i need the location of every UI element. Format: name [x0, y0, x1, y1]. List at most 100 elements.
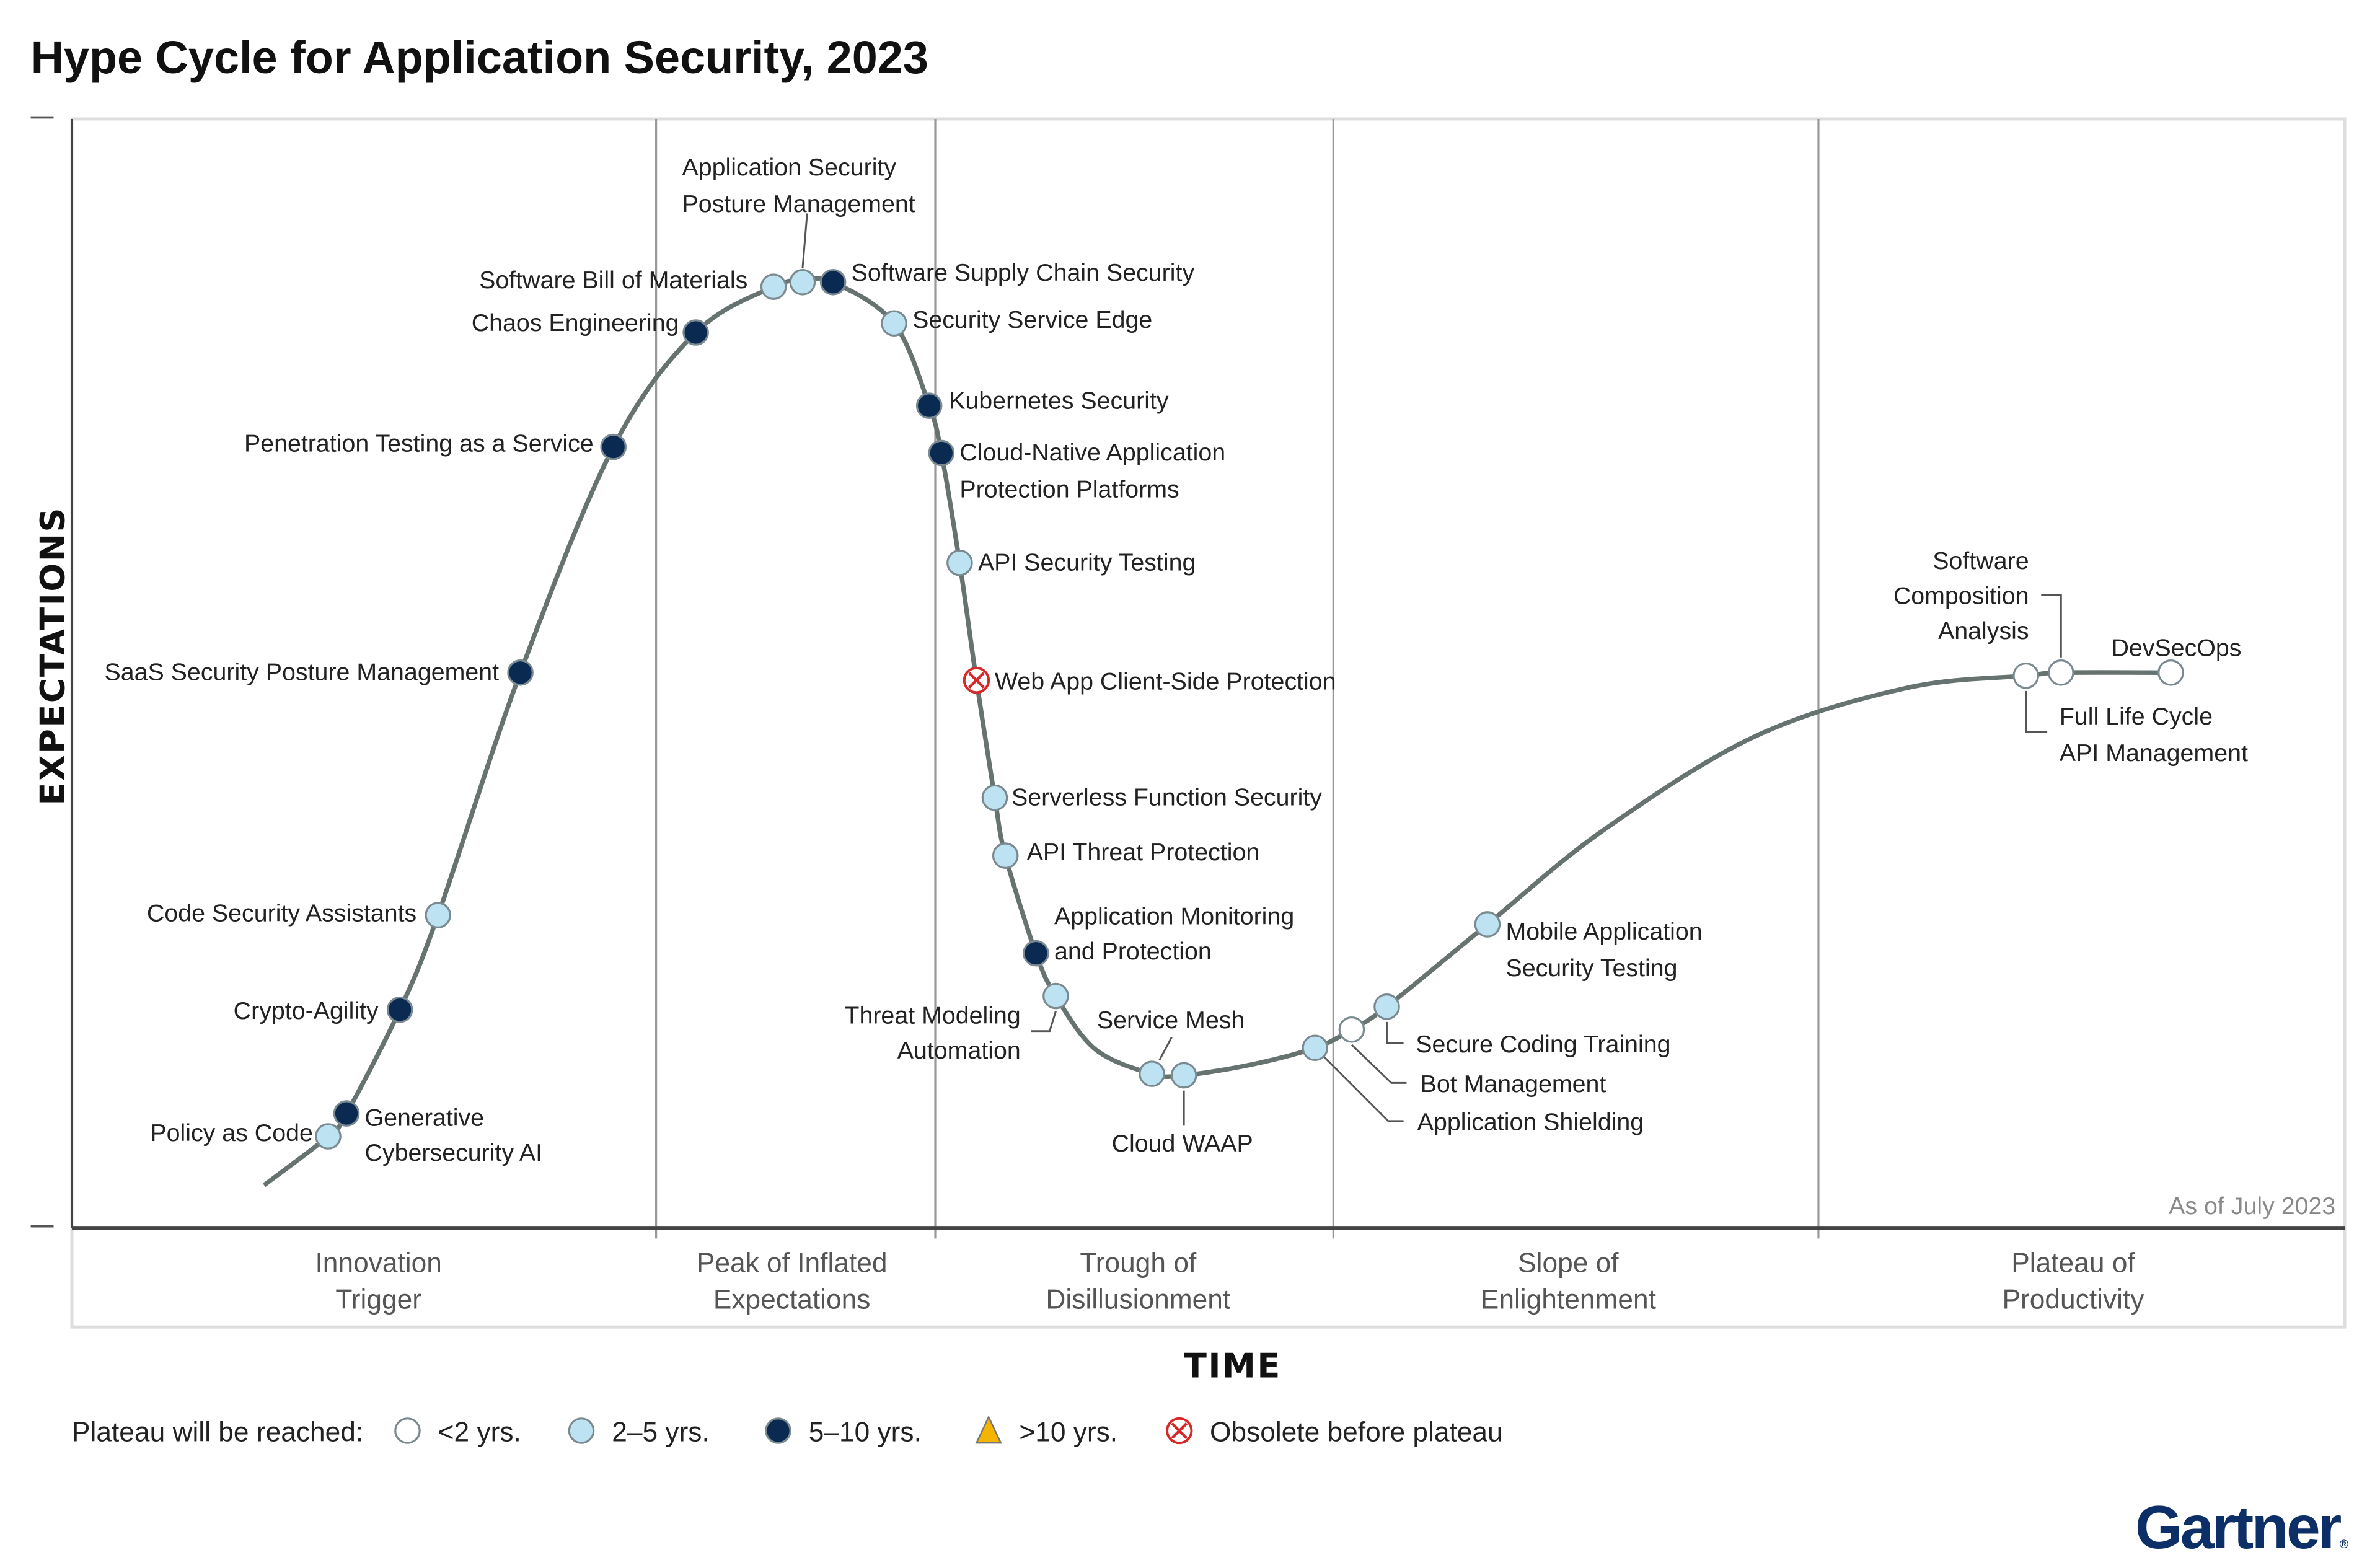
dark-circle-icon — [819, 269, 847, 296]
technology-point[interactable]: Web App Client-Side Protection — [963, 666, 1336, 695]
dark-circle-icon — [928, 439, 955, 467]
phase-label: Disillusionment — [1046, 1285, 1230, 1315]
light-circle-icon — [1042, 982, 1069, 1010]
leader-line — [1351, 1044, 1407, 1084]
chart-title: Hype Cycle for Application Security, 202… — [31, 32, 928, 83]
technology-label: Bot Management — [1421, 1070, 1606, 1098]
technology-label: Web App Client-Side Protection — [995, 667, 1336, 695]
leader-line — [2025, 690, 2048, 733]
technology-label: and Protection — [1054, 938, 1212, 965]
phase-label: Innovation — [315, 1248, 442, 1279]
technology-label: Software Supply Chain Security — [852, 259, 1195, 286]
technology-label: Policy as Code — [150, 1119, 313, 1147]
phase-label: Slope of — [1518, 1248, 1619, 1279]
technology-label: Software — [1933, 547, 2029, 575]
technology-point[interactable]: Service Mesh — [1097, 1006, 1245, 1087]
triangle-icon — [975, 1415, 1002, 1444]
legend-item-label: 2–5 yrs. — [612, 1417, 710, 1448]
technology-label: Full Life Cycle — [2060, 703, 2213, 730]
technology-label: Secure Coding Training — [1416, 1031, 1670, 1058]
technology-point[interactable]: Software Composition Analysis — [1893, 547, 2074, 686]
light-circle-icon — [1302, 1034, 1329, 1062]
technology-point[interactable]: Full Life Cycle API Management — [2012, 662, 2248, 767]
light-circle-icon — [1170, 1062, 1197, 1089]
light-circle-icon — [760, 273, 787, 300]
technology-label: Service Mesh — [1097, 1006, 1245, 1034]
leader-line — [1158, 1036, 1173, 1061]
technology-point[interactable]: Cloud-Native Application Protection Platf… — [928, 439, 1225, 503]
technology-point[interactable]: Policy as Code — [150, 1119, 342, 1150]
light-circle-icon — [992, 842, 1019, 869]
technology-point[interactable]: Serverless Function Security — [981, 783, 1322, 811]
technology-point[interactable]: Threat Modeling Automation — [844, 982, 1069, 1064]
legend-item: 2–5 yrs. — [568, 1417, 710, 1448]
legend-item-label: <2 yrs. — [438, 1417, 521, 1448]
technology-point[interactable]: API Security Testing — [946, 548, 1196, 576]
technology-point[interactable]: API Threat Protection — [992, 839, 1260, 869]
technology-point[interactable]: Cloud WAAP — [1112, 1062, 1253, 1157]
technology-label: API Threat Protection — [1027, 839, 1260, 866]
technology-point[interactable]: Bot Management — [1338, 1016, 1606, 1098]
dark-circle-icon — [600, 433, 627, 460]
technology-point[interactable]: Software Supply Chain Security — [819, 259, 1195, 296]
technology-label: Code Security Assistants — [147, 899, 416, 927]
legend-label: Plateau will be reached: — [72, 1417, 363, 1448]
technology-point[interactable]: Kubernetes Security — [915, 387, 1169, 419]
technology-label: Mobile Application — [1505, 918, 1702, 945]
phase-label: Expectations — [713, 1285, 871, 1315]
technology-label: API Security Testing — [978, 548, 1196, 576]
technology-point[interactable]: Application Shielding — [1302, 1034, 1644, 1136]
phase-label: Productivity — [2003, 1285, 2145, 1315]
legend-item: 5–10 yrs. — [765, 1417, 922, 1448]
technology-point[interactable]: Application Security Posture Management — [682, 154, 915, 296]
technology-point[interactable]: Application Monitoring and Protection — [1023, 902, 1294, 967]
empty-circle-icon — [2012, 662, 2039, 689]
technology-point[interactable]: Generative Cybersecurity AI — [333, 1100, 543, 1166]
technology-label: Cybersecurity AI — [365, 1139, 543, 1166]
dark-circle-icon — [682, 319, 709, 346]
technology-point[interactable]: Code Security Assistants — [147, 899, 451, 928]
legend-item: >10 yrs. — [975, 1415, 1117, 1448]
dark-circle-icon — [1023, 940, 1049, 967]
legend-item-label: >10 yrs. — [1019, 1417, 1117, 1448]
dark-circle-icon — [386, 996, 413, 1023]
empty-circle-icon — [2047, 659, 2074, 686]
technology-point[interactable]: Chaos Engineering — [472, 309, 709, 346]
technology-point[interactable]: Security Service Edge — [881, 306, 1152, 337]
technology-point[interactable]: Secure Coding Training — [1373, 993, 1671, 1059]
light-circle-icon — [946, 549, 973, 576]
obsolete-x-icon — [1171, 1422, 1188, 1439]
technology-label: Application Shielding — [1417, 1109, 1644, 1136]
obsolete-x-icon — [968, 672, 985, 689]
empty-circle-icon — [2157, 659, 2184, 686]
leader-line — [1314, 1047, 1404, 1122]
technology-point[interactable]: Mobile Application Security Testing — [1474, 911, 1703, 982]
as-of-date: As of July 2023 — [2169, 1192, 2335, 1220]
empty-circle-icon — [1338, 1016, 1365, 1043]
legend-item: Obsolete before plateau — [1166, 1417, 1503, 1448]
x-axis-label: TIME — [1184, 1346, 1282, 1385]
technology-point[interactable]: Software Bill of Materials — [479, 266, 787, 300]
technology-point[interactable]: DevSecOps — [2111, 634, 2241, 686]
light-circle-icon — [1139, 1060, 1165, 1087]
technology-label: Chaos Engineering — [472, 309, 679, 337]
technology-label: Penetration Testing as a Service — [244, 429, 594, 457]
legend-item-label: Obsolete before plateau — [1210, 1417, 1503, 1448]
leader-line — [1031, 1011, 1057, 1033]
empty-circle-icon — [394, 1417, 421, 1444]
phase-label: Trigger — [335, 1285, 421, 1315]
technology-point[interactable]: Crypto-Agility — [234, 996, 413, 1024]
leader-line — [2041, 594, 2062, 658]
technology-label: Analysis — [1938, 617, 2029, 645]
legend: Plateau will be reached: <2 yrs. 2–5 yrs. 5… — [72, 1415, 1503, 1448]
technology-label: DevSecOps — [2111, 634, 2241, 661]
leader-line — [801, 213, 808, 269]
technology-label: Security Service Edge — [912, 306, 1152, 333]
technology-point[interactable]: Penetration Testing as a Service — [244, 429, 627, 460]
technology-point[interactable]: SaaS Security Posture Management — [104, 659, 534, 686]
light-circle-icon — [789, 269, 816, 296]
technology-label: Application Security — [682, 154, 896, 181]
light-circle-icon — [1474, 911, 1501, 938]
leader-line — [1386, 1021, 1404, 1044]
